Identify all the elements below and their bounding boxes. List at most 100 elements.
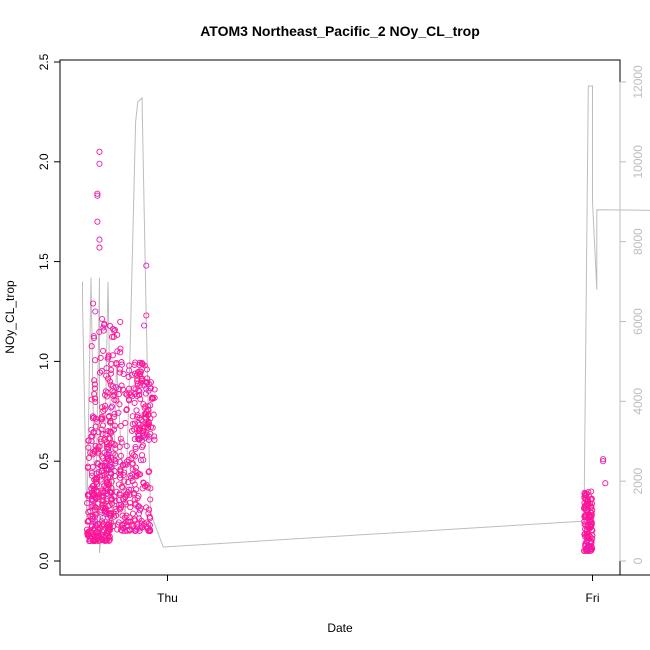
data-point <box>110 513 118 520</box>
data-point <box>587 523 594 530</box>
data-point <box>109 325 117 332</box>
data-point <box>133 526 140 533</box>
data-point <box>123 458 130 465</box>
data-point <box>136 368 143 375</box>
data-point <box>98 438 105 445</box>
y-tick-label: 1.0 <box>37 353 51 370</box>
data-point <box>140 479 147 486</box>
data-point <box>136 371 143 378</box>
data-point <box>108 478 115 485</box>
data-point <box>144 375 151 382</box>
data-point <box>106 378 113 385</box>
data-point <box>115 391 122 398</box>
data-point <box>107 419 114 426</box>
data-point <box>96 236 103 243</box>
data-point <box>85 454 92 461</box>
data-point <box>98 523 105 530</box>
data-point <box>99 497 106 504</box>
data-point <box>123 442 130 450</box>
data-point <box>107 526 114 534</box>
data-point <box>99 315 106 323</box>
data-point <box>88 469 95 476</box>
data-point <box>151 394 158 401</box>
data-point <box>143 262 150 269</box>
data-point <box>143 385 150 392</box>
data-point <box>600 458 607 465</box>
data-point <box>105 352 112 359</box>
data-point <box>137 505 144 512</box>
x-axis-label: Date <box>327 621 353 635</box>
data-point <box>147 496 154 503</box>
data-point <box>98 367 105 374</box>
data-point <box>96 328 103 336</box>
data-point <box>584 506 592 513</box>
data-point <box>105 528 112 535</box>
data-point <box>89 413 96 420</box>
data-point <box>140 433 147 440</box>
data-point <box>142 403 149 410</box>
data-point <box>131 420 139 427</box>
data-point <box>120 471 127 479</box>
data-point <box>584 545 591 552</box>
data-point <box>137 457 144 464</box>
data-point <box>140 456 147 463</box>
data-point <box>581 513 588 520</box>
data-point <box>151 386 158 393</box>
y-tick-label: 2.5 <box>37 53 51 70</box>
data-point <box>110 440 117 447</box>
data-point <box>588 539 595 546</box>
data-point <box>147 385 154 392</box>
data-point <box>104 445 111 452</box>
data-point <box>135 471 142 478</box>
altitude-line-series <box>82 85 650 554</box>
data-point <box>100 407 107 415</box>
data-point <box>112 458 119 465</box>
data-point <box>135 387 142 394</box>
data-point <box>129 510 137 517</box>
data-point <box>115 409 122 416</box>
data-point <box>103 537 110 544</box>
data-point <box>138 360 146 367</box>
data-point <box>100 469 107 476</box>
data-point <box>143 312 150 319</box>
data-point <box>135 510 143 517</box>
y-tick-label: 0.5 <box>37 453 51 470</box>
data-point <box>112 506 119 513</box>
data-point <box>113 384 120 391</box>
data-point <box>99 422 106 429</box>
data-point <box>145 418 152 425</box>
data-point <box>137 396 144 403</box>
data-point <box>147 485 154 492</box>
data-point <box>93 476 100 483</box>
data-point <box>84 531 91 538</box>
data-point <box>122 419 129 427</box>
data-point <box>100 347 107 354</box>
data-point <box>121 499 129 506</box>
data-point <box>118 359 125 366</box>
data-point <box>91 385 98 392</box>
data-point <box>126 362 133 369</box>
data-point <box>585 547 592 554</box>
data-point <box>117 504 125 511</box>
data-point <box>126 514 133 521</box>
data-point <box>147 415 154 422</box>
data-point <box>582 506 589 513</box>
data-point <box>135 435 142 442</box>
data-point <box>131 516 138 523</box>
data-point <box>90 414 98 421</box>
data-point <box>127 504 134 511</box>
data-point <box>134 380 142 387</box>
data-point <box>105 449 112 456</box>
data-point <box>111 422 118 429</box>
data-point <box>146 522 153 529</box>
data-point <box>107 428 114 435</box>
data-point <box>116 490 123 497</box>
data-point <box>100 493 107 500</box>
data-point <box>123 406 130 413</box>
data-point <box>99 514 106 522</box>
data-point <box>97 436 104 443</box>
data-point <box>138 444 146 451</box>
data-point <box>584 522 591 529</box>
data-point <box>111 472 118 480</box>
data-point <box>130 491 137 498</box>
